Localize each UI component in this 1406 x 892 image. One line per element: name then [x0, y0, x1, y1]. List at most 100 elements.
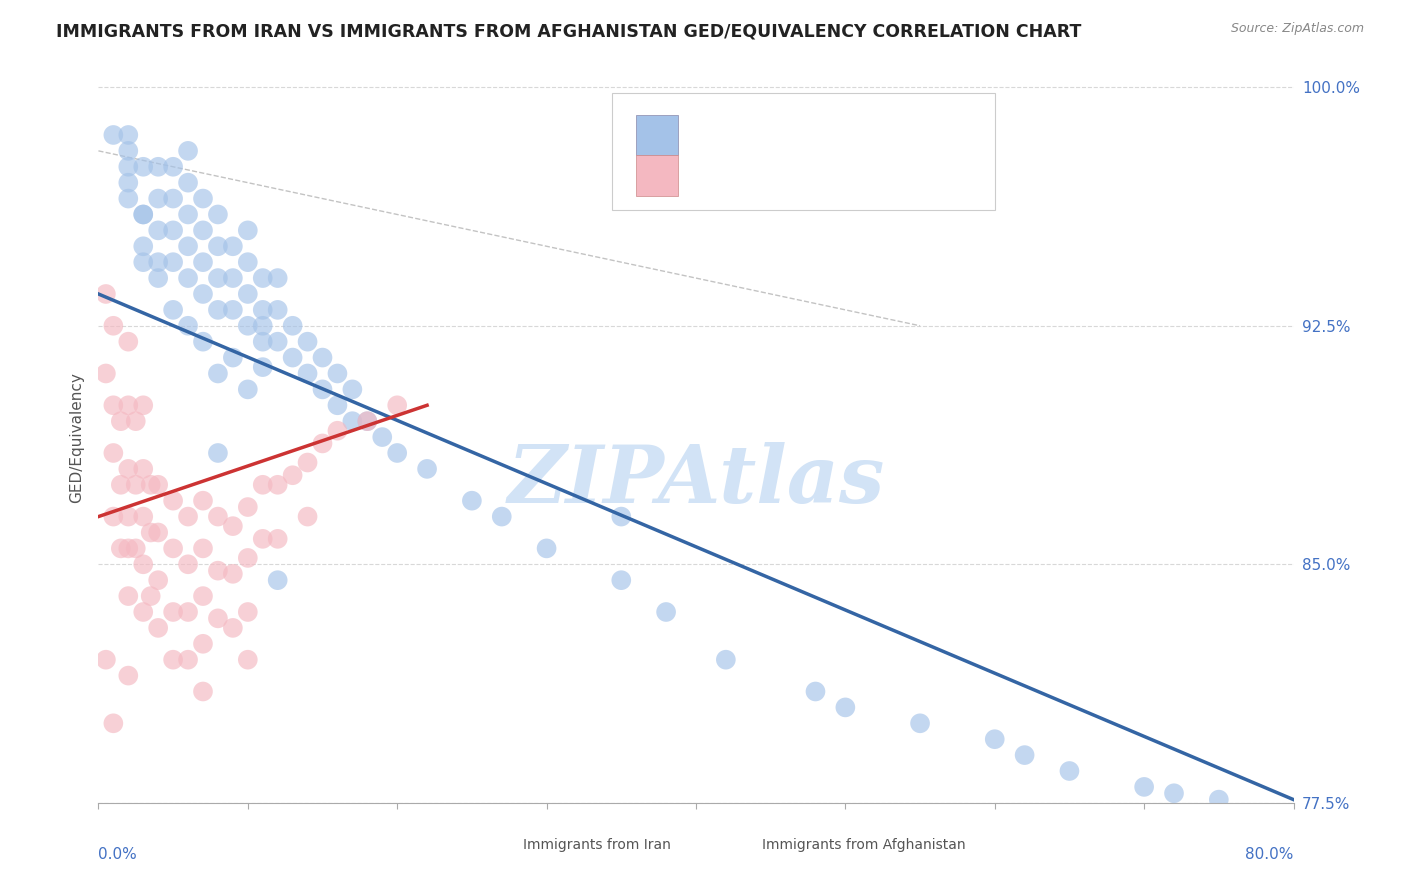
Point [267, 573, 290, 587]
Point [236, 383, 259, 397]
Point [207, 367, 229, 381]
Point [297, 334, 319, 349]
Point [236, 550, 259, 565]
Point [139, 525, 162, 540]
Point [222, 519, 245, 533]
Point [252, 318, 274, 333]
Point [103, 716, 125, 731]
Point [281, 318, 304, 333]
Point [148, 160, 170, 174]
Y-axis label: GED/Equivalency: GED/Equivalency [69, 372, 84, 502]
Point [110, 541, 132, 556]
Text: IMMIGRANTS FROM IRAN VS IMMIGRANTS FROM AFGHANISTAN GED/EQUIVALENCY CORRELATION : IMMIGRANTS FROM IRAN VS IMMIGRANTS FROM … [56, 22, 1081, 40]
FancyBboxPatch shape [613, 94, 995, 211]
Point [191, 223, 214, 237]
Point [207, 271, 229, 285]
Bar [720, 832, 749, 858]
Point [110, 477, 132, 491]
Text: R = -0.367   N = 86: R = -0.367 N = 86 [696, 128, 869, 144]
Point [908, 716, 931, 731]
Point [311, 383, 333, 397]
Point [117, 176, 139, 190]
Point [125, 477, 148, 491]
Point [139, 477, 162, 491]
Point [94, 367, 117, 381]
Point [191, 287, 214, 301]
Point [222, 621, 245, 635]
Point [191, 255, 214, 269]
Point [117, 462, 139, 476]
Point [236, 255, 259, 269]
Point [117, 589, 139, 603]
Point [207, 446, 229, 460]
Point [1014, 748, 1036, 763]
Point [177, 653, 200, 667]
Point [162, 541, 184, 556]
Point [311, 436, 333, 450]
Point [1133, 780, 1156, 794]
Point [236, 605, 259, 619]
Point [117, 192, 139, 206]
Point [356, 414, 378, 428]
Point [125, 414, 148, 428]
Point [132, 160, 155, 174]
Point [191, 493, 214, 508]
Point [267, 334, 290, 349]
Point [125, 541, 148, 556]
Point [252, 334, 274, 349]
Text: ZIPAtlas: ZIPAtlas [508, 442, 884, 520]
Point [222, 239, 245, 253]
Point [177, 605, 200, 619]
Point [139, 589, 162, 603]
Point [117, 128, 139, 142]
Point [110, 414, 132, 428]
Point [610, 509, 633, 524]
Point [281, 351, 304, 365]
Point [236, 500, 259, 514]
Point [132, 207, 155, 221]
Point [148, 223, 170, 237]
Point [177, 239, 200, 253]
Bar [481, 832, 510, 858]
Point [536, 541, 558, 556]
Point [148, 192, 170, 206]
Point [222, 302, 245, 317]
Point [297, 456, 319, 470]
Point [132, 605, 155, 619]
Bar [637, 155, 678, 195]
Point [655, 605, 678, 619]
Point [162, 302, 184, 317]
Point [103, 509, 125, 524]
Point [1163, 786, 1185, 800]
Point [222, 566, 245, 581]
Point [191, 589, 214, 603]
Point [222, 351, 245, 365]
Point [297, 367, 319, 381]
Point [148, 525, 170, 540]
Point [177, 207, 200, 221]
Point [148, 255, 170, 269]
Point [207, 302, 229, 317]
Point [1208, 792, 1230, 806]
Point [297, 509, 319, 524]
Point [222, 271, 245, 285]
Point [207, 509, 229, 524]
Point [252, 360, 274, 375]
Point [207, 207, 229, 221]
Point [162, 255, 184, 269]
Point [834, 700, 856, 714]
Point [207, 564, 229, 578]
Point [132, 398, 155, 412]
Point [804, 684, 827, 698]
Point [267, 532, 290, 546]
Text: 0.0%: 0.0% [98, 847, 138, 862]
Point [162, 192, 184, 206]
Point [162, 223, 184, 237]
Point [236, 223, 259, 237]
Point [117, 334, 139, 349]
Point [162, 160, 184, 174]
Point [984, 732, 1007, 747]
Point [177, 509, 200, 524]
Point [94, 653, 117, 667]
Point [162, 653, 184, 667]
